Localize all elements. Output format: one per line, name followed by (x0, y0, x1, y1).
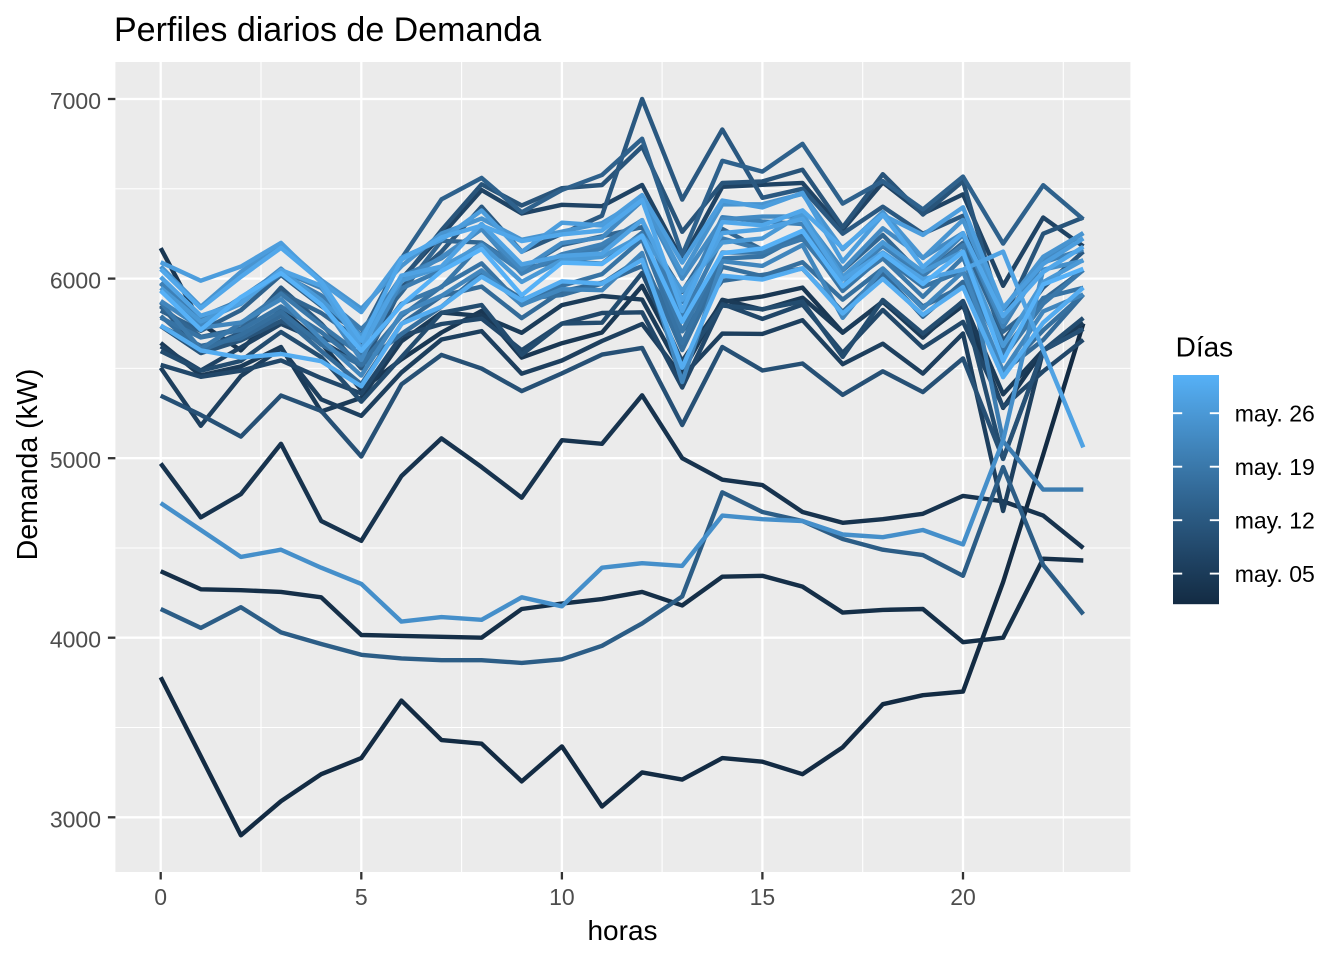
svg-text:5000: 5000 (50, 447, 101, 473)
svg-text:15: 15 (750, 884, 776, 910)
svg-text:7000: 7000 (50, 88, 101, 114)
svg-text:horas: horas (587, 915, 657, 946)
svg-text:Demanda (kW): Demanda (kW) (12, 369, 44, 561)
svg-text:Días: Días (1176, 332, 1234, 363)
svg-text:Perfiles diarios de Demanda: Perfiles diarios de Demanda (114, 11, 541, 49)
svg-text:may. 26: may. 26 (1235, 400, 1315, 426)
svg-text:may. 19: may. 19 (1235, 454, 1315, 480)
svg-text:5: 5 (355, 884, 368, 910)
svg-text:0: 0 (154, 884, 167, 910)
svg-text:4000: 4000 (50, 627, 101, 653)
svg-text:may. 05: may. 05 (1235, 561, 1315, 587)
svg-text:20: 20 (950, 884, 976, 910)
svg-text:3000: 3000 (50, 806, 101, 832)
svg-text:may. 12: may. 12 (1235, 507, 1315, 533)
svg-text:10: 10 (549, 884, 575, 910)
svg-text:6000: 6000 (50, 268, 101, 294)
